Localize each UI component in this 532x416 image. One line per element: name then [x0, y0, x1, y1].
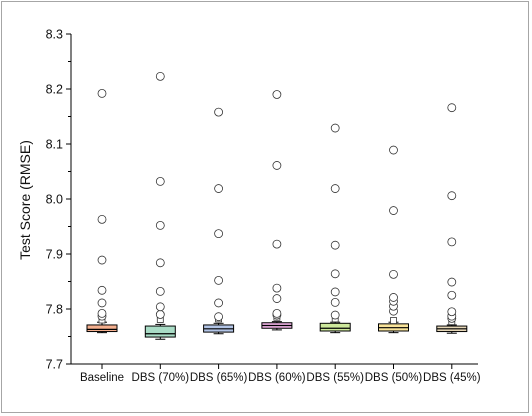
- iqr-box: [319, 322, 351, 332]
- x-tick-label: DBS (70%): [132, 372, 190, 384]
- outlier-point: [330, 287, 340, 297]
- y-tick-label: 8.2: [46, 83, 63, 97]
- outlier-point: [155, 286, 165, 296]
- outlier-point: [214, 275, 224, 285]
- x-tick-label: DBS (50%): [365, 372, 423, 384]
- outlier-point: [97, 255, 107, 265]
- outlier-point: [97, 298, 107, 308]
- outlier-point: [447, 191, 457, 201]
- outlier-point: [214, 229, 224, 239]
- iqr-box: [86, 324, 118, 333]
- outlier-point: [389, 145, 398, 155]
- iqr-box: [144, 325, 176, 338]
- outlier-point: [214, 312, 224, 322]
- outlier-point: [214, 184, 224, 193]
- mean-marker: [390, 317, 397, 324]
- outlier-point: [97, 214, 107, 224]
- y-tick-label: 8.3: [46, 28, 63, 42]
- outlier-point: [272, 308, 282, 318]
- outlier-point: [155, 176, 165, 186]
- outlier-point: [272, 239, 282, 249]
- outlier-point: [272, 90, 282, 99]
- outlier-point: [155, 71, 165, 81]
- outlier-point: [155, 302, 165, 312]
- outlier-point: [272, 161, 282, 170]
- outlier-point: [389, 206, 398, 215]
- outlier-point: [330, 184, 340, 193]
- outlier-point: [447, 290, 457, 300]
- outlier-point: [447, 277, 457, 287]
- outlier-point: [155, 310, 165, 319]
- outlier-point: [330, 297, 340, 307]
- y-tick-label: 7.9: [46, 248, 63, 262]
- x-tick-label: DBS (65%): [190, 372, 248, 384]
- x-tick-label: Baseline: [80, 372, 124, 384]
- y-tick-label: 7.8: [46, 303, 63, 317]
- outlier-point: [330, 240, 340, 250]
- outlier-point: [214, 298, 224, 308]
- outlier-point: [272, 294, 282, 303]
- outlier-point: [330, 269, 340, 279]
- outlier-point: [447, 237, 457, 247]
- outlier-point: [330, 310, 340, 320]
- outlier-point: [155, 220, 165, 230]
- outlier-point: [155, 258, 165, 268]
- outlier-point: [389, 269, 398, 279]
- y-tick-label: 8.1: [46, 138, 63, 152]
- outlier-point: [447, 307, 457, 317]
- y-tick-label: 7.7: [46, 358, 63, 372]
- y-tick-label: 8.0: [46, 193, 63, 207]
- outlier-point: [97, 89, 107, 98]
- outlier-point: [272, 283, 282, 293]
- outlier-point: [97, 308, 107, 318]
- outlier-point: [97, 285, 107, 295]
- x-tick-label: DBS (55%): [306, 372, 364, 384]
- outlier-point: [447, 103, 457, 113]
- outlier-point: [330, 123, 340, 133]
- outlier-point: [389, 293, 398, 302]
- outlier-point: [214, 107, 224, 117]
- x-tick-label: DBS (60%): [248, 372, 306, 384]
- x-tick-label: DBS (45%): [423, 372, 481, 384]
- y-axis-title: Test Score (RMSE): [17, 140, 33, 260]
